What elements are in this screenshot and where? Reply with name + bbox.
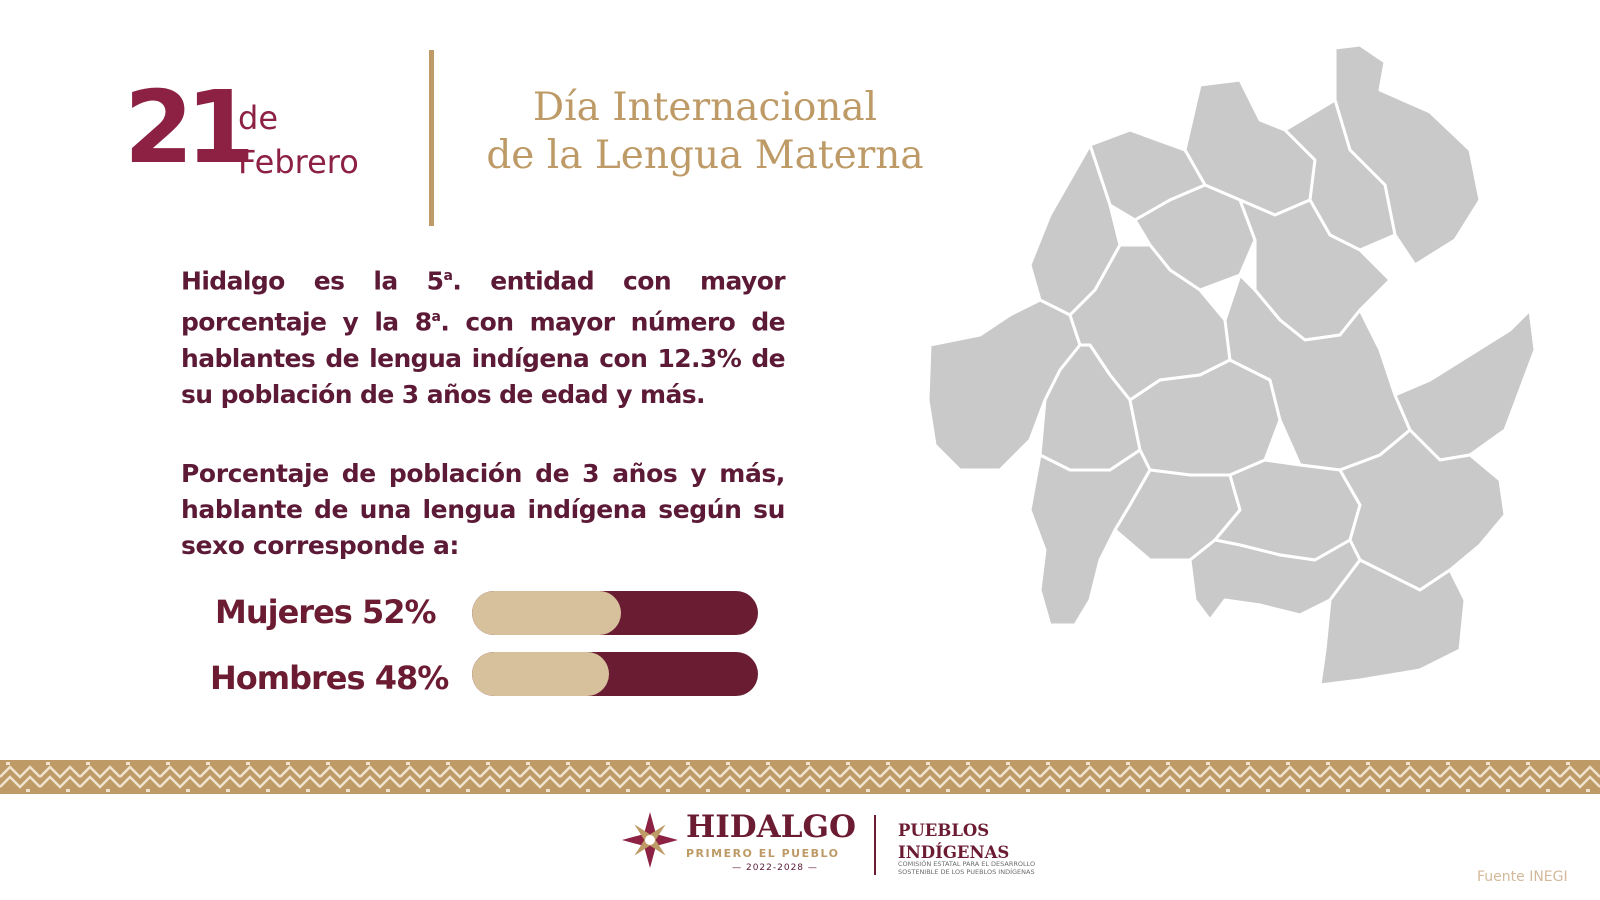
intro-paragraph: Hidalgo es la 5a. entidad con mayor porc… [181,258,786,413]
date-month: Febrero [238,143,359,181]
intro-text-2: . entidad con mayor porcentaje y la 8 [181,266,786,337]
org-subtitle-line-2: SOSTENIBLE DE LOS PUEBLOS INDÍGENAS [898,868,1035,876]
intro-text-3: . con mayor número de hablantes de lengu… [181,307,786,409]
hidalgo-star-logo [622,812,678,868]
ordinal-2: a [431,309,441,326]
date-de: de [238,99,278,137]
map-region-north-central [1283,98,1397,252]
org-title-line-1: PUEBLOS [898,821,990,840]
logo-subtitle: PRIMERO EL PUEBLO [686,847,840,860]
title-line-1: Día Internacional [532,85,878,130]
bar-hombres [472,652,758,696]
bar-fill-mujeres [472,591,621,635]
bar-fill-hombres [472,652,610,696]
bar-label-hombres: Hombres 48% [210,659,449,697]
org-title: PUEBLOS INDÍGENAS [898,820,1009,864]
map-region-southwest [1028,448,1152,627]
ordinal-1: a [443,268,453,284]
map-region-far-south [1318,558,1467,687]
footer-divider [874,815,876,875]
gender-paragraph: Porcentaje de población de 3 años y más,… [181,459,785,560]
org-subtitle: COMISIÓN ESTATAL PARA EL DESARROLLO SOST… [898,860,1035,876]
header-divider [429,50,434,226]
org-subtitle-line-1: COMISIÓN ESTATAL PARA EL DESARROLLO [898,860,1036,868]
bar-label-mujeres: Mujeres 52% [215,593,437,631]
decorative-band [0,760,1600,794]
logo-title: HIDALGO [686,809,857,845]
logo-years: — 2022-2028 — [732,863,818,873]
org-title-line-2: INDÍGENAS [898,843,1010,862]
hidalgo-map [926,43,1537,687]
title-line-2: de la Lengua Materna [486,133,924,178]
bar-mujeres [472,591,758,635]
intro-text-1: Hidalgo es la 5 [181,266,444,296]
page-title: Día Internacional de la Lengua Materna [460,84,950,180]
source-note: Fuente INEGI [1477,869,1568,885]
date-day: 21 [124,69,255,186]
